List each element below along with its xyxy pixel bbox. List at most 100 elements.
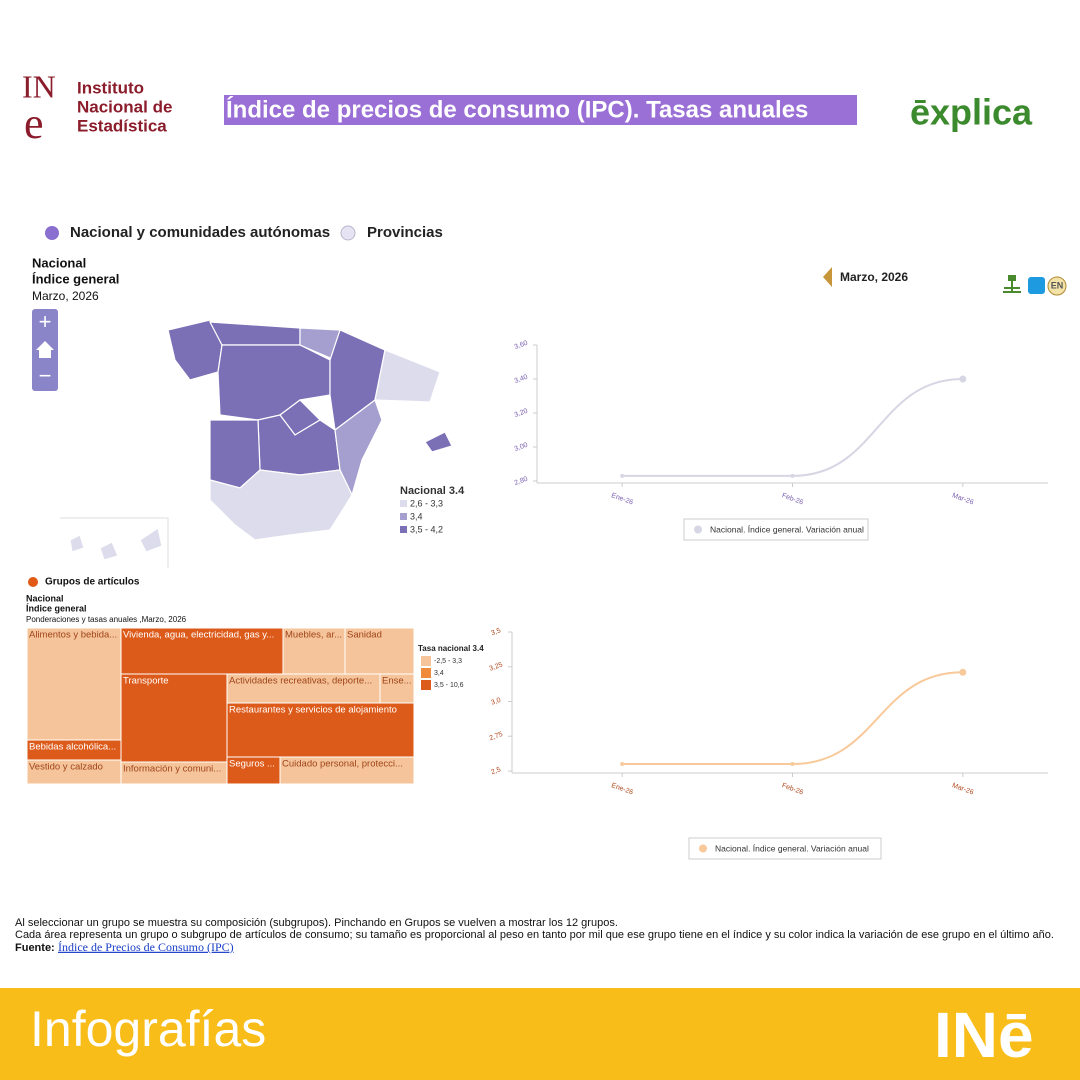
legend-label: 2,6 - 3,3 [410,498,443,508]
point[interactable] [790,473,795,478]
treemap-label[interactable]: Muebles, ar... [285,630,342,641]
page-title: Índice de precios de consumo (IPC). Tasa… [226,95,808,123]
logo-name: Instituto [77,78,144,97]
y-tick-label: 3,20 [514,408,529,419]
point[interactable] [790,762,795,767]
tree-icon[interactable] [1003,281,1021,293]
treemap-cell[interactable] [344,627,415,675]
y-tick-label: 3,0 [490,697,502,707]
map-title: Índice general [32,271,119,286]
region[interactable] [374,349,441,403]
radio-label[interactable]: Nacional y comunidades autónomas [70,224,330,241]
region[interactable] [139,527,163,553]
period-label: Marzo, 2026 [840,270,908,284]
region[interactable] [424,431,453,453]
treemap-cell[interactable] [226,702,415,758]
region[interactable] [217,344,331,421]
point[interactable] [620,762,625,767]
treemap-label[interactable]: Restaurantes y servicios de alojamiento [229,705,397,716]
logo-name: Estadística [77,116,167,135]
legend-swatch [421,680,431,690]
note: Cada área representa un grupo o subgrupo… [15,929,1054,941]
logo-mark: IN [22,68,56,104]
map [60,319,453,568]
treemap-label[interactable]: Información y comuni... [123,764,221,775]
treemap-section[interactable]: Grupos de artículos [45,577,140,588]
logo-mark: e [24,99,44,148]
treemap-label[interactable]: Sanidad [347,630,382,641]
treemap-subtitle: Ponderaciones y tasas anuales ,Marzo, 20… [26,615,187,624]
legend-label[interactable]: Nacional. Índice general. Variación anua… [715,843,869,853]
treemap-cell[interactable] [282,627,346,675]
y-tick-label: 2,75 [489,731,504,742]
radio[interactable] [340,225,356,241]
radio-selected[interactable] [45,226,59,240]
treemap-label[interactable]: Seguros ... [229,759,275,770]
treemap-label[interactable]: Alimentos y bebida... [29,630,117,641]
treemap-title: Índice general [26,603,87,613]
canarias-frame [60,517,169,568]
legend-swatch [421,668,431,678]
legend-box [683,518,869,541]
treemap-label[interactable]: Cuidado personal, protecci... [282,759,403,770]
region[interactable] [209,469,353,541]
legend-label: -2,5 - 3,3 [434,658,462,665]
title-background [224,95,857,125]
source-link[interactable]: Índice de Precios de Consumo (IPC) [58,940,234,954]
previous-period[interactable] [823,267,832,287]
treemap-cell[interactable] [379,673,415,704]
twitter-icon[interactable] [1028,277,1045,294]
home-button[interactable] [36,341,54,358]
y-tick-label: 3,40 [514,374,529,385]
point[interactable] [620,473,625,478]
treemap-cell[interactable] [120,673,228,763]
region[interactable] [69,534,85,553]
map-legend: 2,6 - 3,3 3,4 3,5 - 4,2 [400,498,443,534]
treemap-cell[interactable] [26,627,122,741]
point[interactable] [959,375,967,383]
y-tick-label: 3,5 [490,627,502,637]
language-icon[interactable] [1047,276,1067,296]
language-label[interactable]: EN [1051,280,1064,290]
series-line [622,671,963,766]
y-tick-label: 3,25 [489,661,504,672]
line-charts: 2,80 3,00 3,20 3,40 3,60 Ene-26 Feb-26 Mar-26 Na… [489,340,1048,860]
x-tick-label: Mar-26 [951,782,974,796]
source-label: Fuente: [15,942,55,954]
region[interactable] [208,321,301,346]
treemap-label[interactable]: Actividades recreativas, deporte... [229,676,372,687]
treemap-cell[interactable] [226,673,381,704]
tree-icon[interactable] [1008,275,1016,281]
legend-label: 3,4 [434,670,444,677]
treemap-cell[interactable] [279,756,415,785]
treemap-label[interactable]: Bebidas alcohólica... [29,742,116,753]
radio-label[interactable]: Provincias [367,224,443,241]
legend-label: 3,5 - 4,2 [410,524,443,534]
legend-swatch [400,526,407,533]
treemap-label[interactable]: Ense... [382,676,412,687]
banner-logo: INē [934,999,1034,1071]
legend-marker [694,525,702,534]
treemap-label[interactable]: Vivienda, agua, electricidad, gas y... [123,630,274,641]
point[interactable] [959,668,967,676]
treemap-cell[interactable] [120,627,284,675]
legend-swatch [400,513,407,520]
y-tick-label: 2,5 [490,766,502,776]
zoom-in[interactable]: + [39,309,52,334]
x-tick-label: Feb-26 [781,492,804,506]
zoom-out[interactable]: − [39,363,52,388]
partner-logo: ēxplica [910,92,1033,133]
region[interactable] [99,541,119,561]
treemap: Alimentos y bebida... Bebidas alcohólica.… [26,627,415,785]
legend-label[interactable]: Nacional. Índice general. Variación anua… [710,524,864,534]
legend-label: 3,4 [410,511,423,521]
treemap-legend: -2,5 - 3,3 3,4 3,5 - 10,6 [421,656,464,690]
note: Al seleccionar un grupo se muestra su co… [15,917,618,929]
banner [0,988,1080,1080]
treemap-label[interactable]: Vestido y calzado [29,762,103,773]
legend-box [688,837,882,860]
treemap-label[interactable]: Transporte [123,676,169,687]
map-legend-title: Nacional 3.4 [400,485,465,497]
